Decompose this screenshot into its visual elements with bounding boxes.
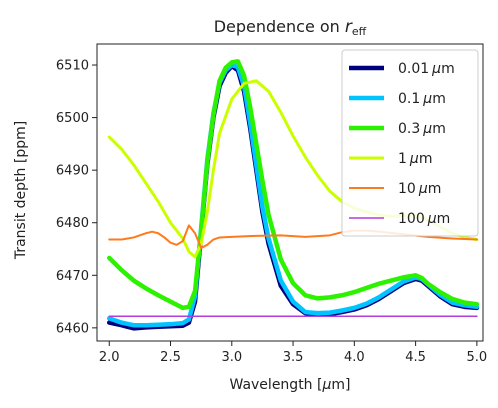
axes: 2.0 2.5 3.0 3.5 4.0 4.5 5.0 6460 6470 6480 6490 650… <box>56 43 488 365</box>
y-axis-label: Transit depth [ppm] <box>13 121 29 260</box>
legend-label-100um: 100 μm <box>398 211 450 227</box>
y-tick-label: 6470 <box>56 269 89 284</box>
plot-frame <box>96 43 484 342</box>
y-tick-label: 6480 <box>56 216 89 231</box>
y-tick-label: 6510 <box>56 59 89 74</box>
legend: 0.01 μm 0.1 μm 0.3 μm 1 μm 10 μm 100 μm <box>341 49 479 237</box>
legend-label-10um: 10 μm <box>398 181 441 197</box>
legend-label-0_3um: 0.3 μm <box>398 121 446 137</box>
x-axis-label: Wavelength [μm] <box>230 377 351 393</box>
y-tick-label: 6500 <box>56 111 89 126</box>
legend-label-0_1um: 0.1 μm <box>398 91 446 107</box>
x-tick-label: 3.5 <box>283 350 304 365</box>
x-tick-label: 4.5 <box>405 350 426 365</box>
legend-label-1um: 1 μm <box>398 151 432 167</box>
x-tick-label: 4.0 <box>344 350 365 365</box>
x-tick-label: 2.5 <box>160 350 181 365</box>
plot-lines <box>107 59 480 331</box>
y-tick-label: 6490 <box>56 164 89 179</box>
series-line-0_3um <box>107 59 480 311</box>
y-tick-label: 6460 <box>56 321 89 336</box>
x-tick-label: 2.0 <box>99 350 120 365</box>
x-tick-label: 5.0 <box>467 350 488 365</box>
series-line-0_1um <box>107 62 480 328</box>
chart-title: Dependence on reff <box>214 17 367 38</box>
legend-box <box>341 49 479 237</box>
x-tick-label: 3.0 <box>221 350 242 365</box>
legend-label-0_01um: 0.01 μm <box>398 61 455 77</box>
